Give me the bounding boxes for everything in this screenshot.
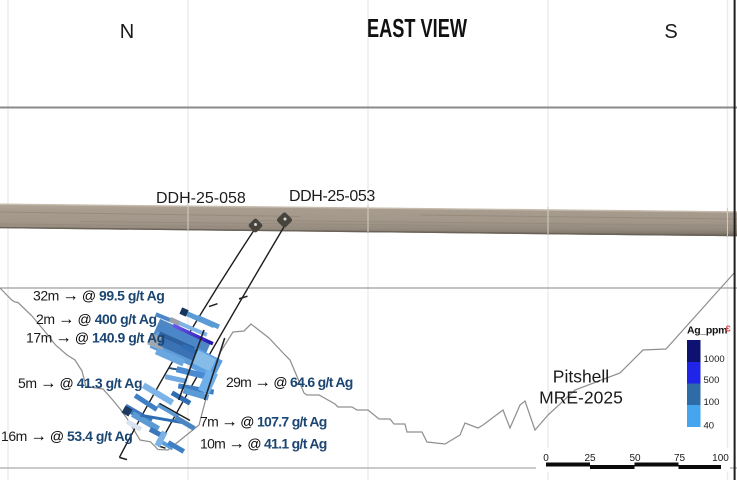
svg-text:0: 0: [543, 453, 549, 464]
svg-text:S: S: [664, 21, 677, 43]
svg-text:DDH-25-053: DDH-25-053: [289, 188, 375, 205]
svg-text:40: 40: [704, 421, 715, 432]
svg-text:75: 75: [674, 453, 686, 464]
svg-text:Ɛ: Ɛ: [726, 324, 732, 334]
svg-text:2m → @ 400 g/t Ag: 2m → @ 400 g/t Ag: [36, 310, 157, 328]
svg-text:5m → @ 41.3 g/t Ag: 5m → @ 41.3 g/t Ag: [18, 374, 142, 392]
svg-text:1000: 1000: [704, 354, 725, 365]
svg-text:29m → @ 64.6 g/t Ag: 29m → @ 64.6 g/t Ag: [226, 373, 353, 391]
svg-text:DDH-25-058: DDH-25-058: [156, 190, 246, 207]
svg-text:Pitshell: Pitshell: [553, 367, 609, 387]
svg-text:7m → @ 107.7 g/t Ag: 7m → @ 107.7 g/t Ag: [200, 413, 327, 431]
svg-text:EAST VIEW: EAST VIEW: [367, 13, 467, 43]
svg-text:16m → @ 53.4 g/t Ag: 16m → @ 53.4 g/t Ag: [1, 427, 132, 445]
svg-text:10m → @ 41.1 g/t Ag: 10m → @ 41.1 g/t Ag: [200, 435, 327, 453]
svg-text:32m → @ 99.5 g/t Ag: 32m → @ 99.5 g/t Ag: [33, 287, 164, 305]
svg-text:100: 100: [704, 397, 720, 408]
svg-text:100: 100: [712, 453, 729, 464]
svg-text:MRE-2025: MRE-2025: [539, 388, 623, 408]
svg-text:500: 500: [704, 375, 720, 386]
svg-text:17m → @ 140.9 g/t Ag: 17m → @ 140.9 g/t Ag: [26, 329, 165, 347]
svg-text:25: 25: [584, 453, 596, 464]
svg-text:50: 50: [629, 453, 641, 464]
svg-text:Ag_ppm: Ag_ppm: [687, 325, 727, 337]
svg-text:N: N: [120, 21, 134, 43]
